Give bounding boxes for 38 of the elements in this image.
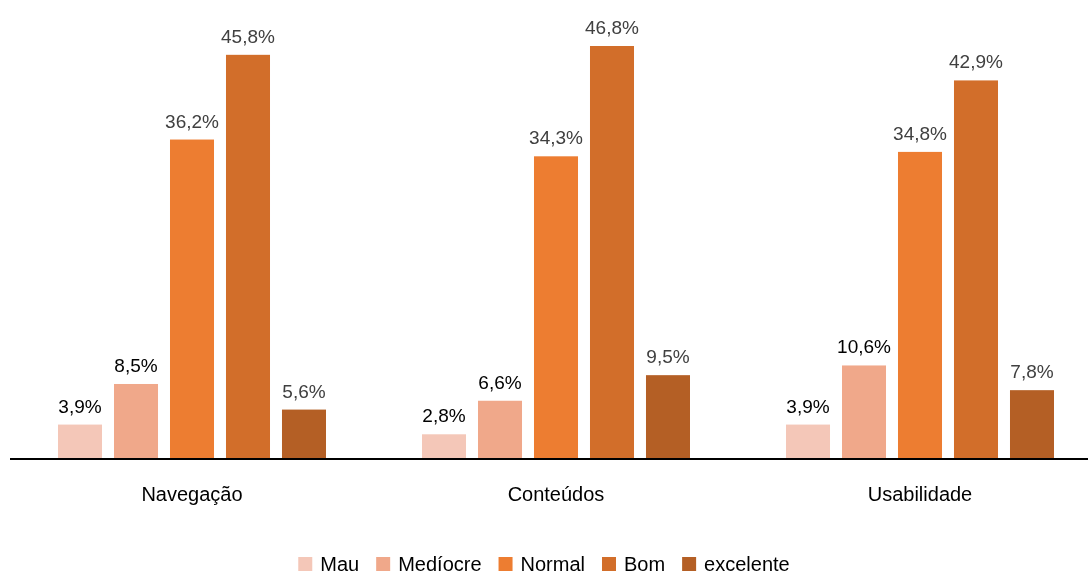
bar xyxy=(225,54,270,459)
data-label: 6,6% xyxy=(478,371,522,393)
legend-label: Mau xyxy=(320,553,360,575)
data-label: 34,3% xyxy=(529,127,584,149)
data-label: 10,6% xyxy=(837,336,892,358)
legend-label: Bom xyxy=(624,553,666,575)
x-tick-label: Usabilidade xyxy=(867,483,973,505)
data-label: 5,6% xyxy=(282,380,326,402)
data-label: 3,9% xyxy=(58,395,102,417)
data-label: 9,5% xyxy=(646,346,690,368)
data-label: 8,5% xyxy=(114,354,158,376)
bar xyxy=(645,375,690,459)
legend-label: Normal xyxy=(520,553,585,575)
bar xyxy=(169,139,215,459)
bar xyxy=(533,156,579,459)
bar xyxy=(842,365,887,459)
x-tick-label: Navegação xyxy=(141,483,243,505)
data-label: 42,9% xyxy=(949,51,1004,73)
bar xyxy=(953,80,998,459)
bar xyxy=(1009,390,1054,459)
data-label: 36,2% xyxy=(165,110,220,132)
bar xyxy=(58,424,103,459)
bar xyxy=(422,434,467,459)
data-label: 2,8% xyxy=(422,405,466,427)
data-label: 34,8% xyxy=(893,122,948,144)
bar xyxy=(897,151,943,459)
data-label: 46,8% xyxy=(585,17,640,38)
data-label: 3,9% xyxy=(786,395,830,417)
bar xyxy=(114,383,159,459)
legend-label: Medíocre xyxy=(398,553,482,575)
bar xyxy=(281,409,326,459)
bar xyxy=(786,424,831,459)
legend-label: excelente xyxy=(704,553,790,575)
data-label: 45,8% xyxy=(221,25,276,47)
x-tick-label: Conteúdos xyxy=(507,483,605,505)
bar xyxy=(589,46,634,459)
bar xyxy=(478,400,523,459)
data-label: 7,8% xyxy=(1010,361,1054,383)
